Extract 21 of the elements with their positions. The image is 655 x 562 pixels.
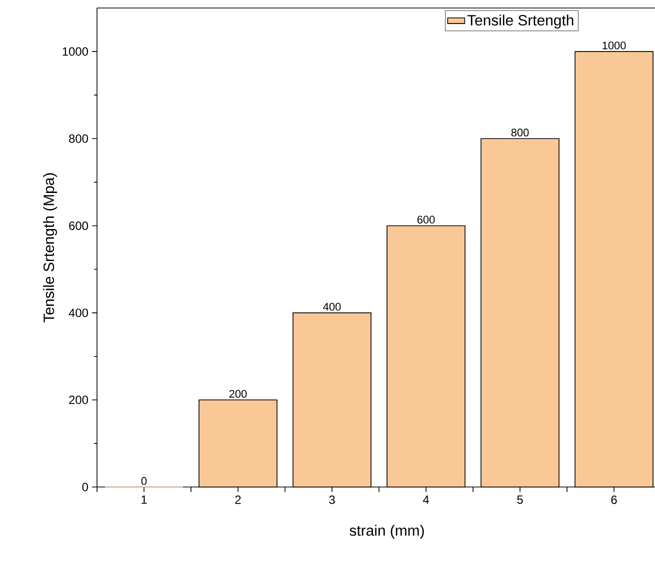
y-tick-label: 200 <box>69 396 88 404</box>
data-label: 200 <box>229 390 247 398</box>
y-axis-title: Tensile Srtength (Mpa) <box>43 173 58 322</box>
y-tick-label: 400 <box>68 308 88 318</box>
y-tick-label: 600 <box>69 221 88 230</box>
y-tick-label: 0 <box>82 482 88 492</box>
x-tick-label: 5 <box>517 496 523 504</box>
x-tick-label: 6 <box>611 496 617 504</box>
legend-label: Tensile Srtength <box>467 14 574 28</box>
data-label: 600 <box>417 216 435 224</box>
x-tick-label: 2 <box>235 496 241 504</box>
x-tick-label: 1 <box>142 496 147 504</box>
data-label: 800 <box>511 128 529 136</box>
data-label: 0 <box>141 477 147 485</box>
y-tick-label: 1000 <box>62 47 88 56</box>
x-tick-label: 4 <box>422 496 429 504</box>
x-axis-title: strain (mm) <box>350 524 424 539</box>
data-label: 400 <box>323 302 341 311</box>
y-tick-label: 800 <box>69 134 88 143</box>
data-label: 1000 <box>602 42 626 50</box>
x-tick-label: 3 <box>329 496 335 504</box>
